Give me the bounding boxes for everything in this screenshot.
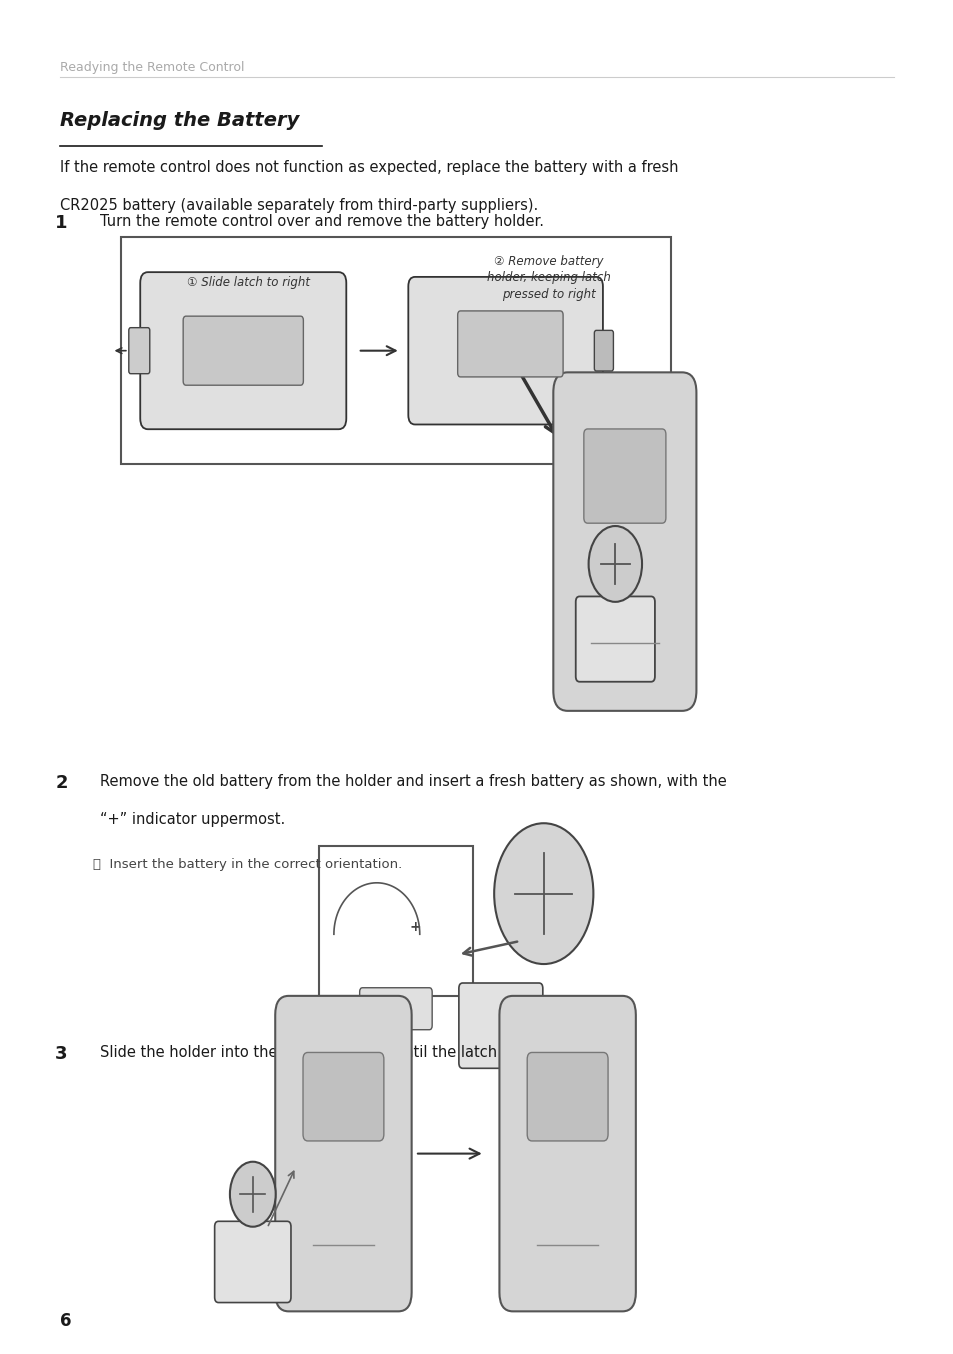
Text: “+” indicator uppermost.: “+” indicator uppermost. <box>100 812 285 827</box>
Text: If the remote control does not function as expected, replace the battery with a : If the remote control does not function … <box>60 160 678 175</box>
FancyBboxPatch shape <box>499 997 635 1311</box>
FancyBboxPatch shape <box>303 1052 383 1141</box>
FancyBboxPatch shape <box>214 1221 291 1303</box>
FancyBboxPatch shape <box>318 845 472 995</box>
FancyBboxPatch shape <box>129 328 150 374</box>
Text: 2: 2 <box>55 774 68 792</box>
Text: 1: 1 <box>55 214 68 232</box>
Text: +: + <box>409 921 420 934</box>
Text: 6: 6 <box>60 1312 71 1330</box>
FancyBboxPatch shape <box>408 278 602 425</box>
Text: ② Remove battery
holder, keeping latch
pressed to right: ② Remove battery holder, keeping latch p… <box>486 255 610 301</box>
FancyBboxPatch shape <box>457 311 562 376</box>
FancyBboxPatch shape <box>594 330 613 371</box>
Text: 3: 3 <box>55 1045 68 1063</box>
FancyBboxPatch shape <box>575 596 654 681</box>
Text: Turn the remote control over and remove the battery holder.: Turn the remote control over and remove … <box>100 214 543 229</box>
Circle shape <box>230 1162 275 1227</box>
Text: Slide the holder into the remote control until the latch clicks into place.: Slide the holder into the remote control… <box>100 1045 623 1060</box>
FancyBboxPatch shape <box>140 272 346 429</box>
FancyBboxPatch shape <box>458 983 542 1068</box>
Text: Replacing the Battery: Replacing the Battery <box>60 111 299 130</box>
Text: ① Slide latch to right: ① Slide latch to right <box>187 276 309 290</box>
Text: CR2025 battery (available separately from third-party suppliers).: CR2025 battery (available separately fro… <box>60 198 537 213</box>
Circle shape <box>588 525 641 601</box>
FancyBboxPatch shape <box>359 988 432 1029</box>
Circle shape <box>494 823 593 964</box>
FancyBboxPatch shape <box>121 237 670 464</box>
FancyBboxPatch shape <box>274 997 412 1311</box>
FancyBboxPatch shape <box>553 372 696 711</box>
Text: Remove the old battery from the holder and insert a fresh battery as shown, with: Remove the old battery from the holder a… <box>100 774 726 789</box>
Text: Readying the Remote Control: Readying the Remote Control <box>60 61 244 74</box>
Text: Ⓢ  Insert the battery in the correct orientation.: Ⓢ Insert the battery in the correct orie… <box>93 858 402 872</box>
FancyBboxPatch shape <box>583 429 665 523</box>
FancyBboxPatch shape <box>183 315 303 385</box>
FancyBboxPatch shape <box>527 1052 607 1141</box>
